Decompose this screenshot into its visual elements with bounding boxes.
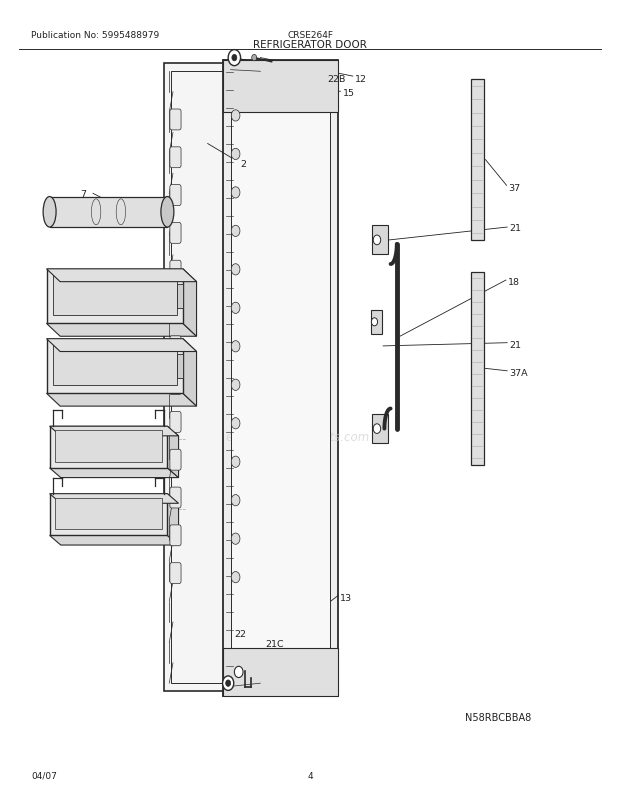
FancyBboxPatch shape [170,148,181,168]
Polygon shape [167,494,179,545]
Polygon shape [50,197,167,228]
Circle shape [231,379,240,391]
FancyBboxPatch shape [170,223,181,244]
Polygon shape [183,339,197,407]
Polygon shape [53,343,177,386]
Circle shape [231,149,240,160]
Text: 22B: 22B [327,75,346,84]
Text: 21: 21 [510,340,521,350]
Polygon shape [46,339,197,352]
Text: 15: 15 [343,89,355,99]
Polygon shape [50,468,179,478]
Circle shape [231,533,240,545]
Text: 18: 18 [508,277,520,287]
FancyBboxPatch shape [170,563,181,584]
Polygon shape [50,427,167,468]
Circle shape [223,676,234,691]
FancyBboxPatch shape [170,412,181,433]
FancyBboxPatch shape [170,337,181,358]
Circle shape [373,424,381,434]
Polygon shape [55,431,162,462]
Circle shape [228,51,241,67]
Circle shape [231,111,240,122]
Polygon shape [50,536,179,545]
Polygon shape [50,494,167,536]
Text: 7: 7 [81,189,87,199]
Text: CRSE264F: CRSE264F [287,30,333,39]
Polygon shape [167,427,179,478]
Circle shape [231,418,240,429]
Text: N58RBCBBA8: N58RBCBBA8 [465,712,531,722]
Polygon shape [46,324,197,337]
Circle shape [231,495,240,506]
Circle shape [252,55,257,62]
Polygon shape [183,269,197,337]
Circle shape [232,55,237,62]
Text: Publication No: 5995488979: Publication No: 5995488979 [31,30,159,39]
Text: 22: 22 [234,629,247,638]
Text: 2: 2 [241,160,247,169]
Circle shape [371,318,378,326]
Text: 13: 13 [340,593,352,602]
Text: 37A: 37A [510,368,528,378]
Circle shape [234,666,243,678]
Circle shape [373,236,381,245]
Polygon shape [50,494,179,504]
Polygon shape [177,285,183,309]
Text: 49: 49 [61,352,74,362]
Polygon shape [372,226,388,255]
Ellipse shape [43,197,56,228]
Polygon shape [471,80,484,241]
Polygon shape [46,394,197,407]
FancyBboxPatch shape [170,298,181,319]
Circle shape [231,303,240,314]
Text: 12: 12 [355,75,367,84]
Text: 21: 21 [510,224,521,233]
FancyBboxPatch shape [170,110,181,131]
Polygon shape [223,61,338,696]
Polygon shape [371,310,382,334]
Circle shape [231,456,240,468]
Polygon shape [372,415,388,444]
Text: 37: 37 [508,184,521,193]
Polygon shape [53,273,177,316]
Circle shape [231,342,240,353]
Text: eReplacementParts.com: eReplacementParts.com [226,431,370,444]
FancyBboxPatch shape [170,525,181,546]
Polygon shape [55,498,162,529]
Text: 4: 4 [307,771,313,780]
Polygon shape [231,71,330,687]
Polygon shape [177,354,183,379]
FancyBboxPatch shape [170,488,181,508]
Circle shape [231,226,240,237]
Circle shape [226,680,231,687]
Polygon shape [164,64,267,691]
Polygon shape [50,427,179,436]
Circle shape [231,572,240,583]
FancyBboxPatch shape [170,185,181,206]
Circle shape [231,188,240,199]
Polygon shape [46,339,183,394]
Text: 21C: 21C [265,638,284,648]
Text: 04/07: 04/07 [31,771,57,780]
Text: 49: 49 [61,286,74,295]
Polygon shape [223,648,338,696]
Text: REFRIGERATOR DOOR: REFRIGERATOR DOOR [253,40,367,50]
FancyBboxPatch shape [170,450,181,471]
Text: 4: 4 [61,436,68,446]
FancyBboxPatch shape [170,261,181,282]
Ellipse shape [161,197,174,228]
Polygon shape [46,269,197,282]
Polygon shape [223,61,338,113]
Polygon shape [46,269,183,324]
Text: 4: 4 [61,507,68,516]
Circle shape [231,265,240,276]
FancyBboxPatch shape [170,375,181,395]
Polygon shape [471,273,484,465]
